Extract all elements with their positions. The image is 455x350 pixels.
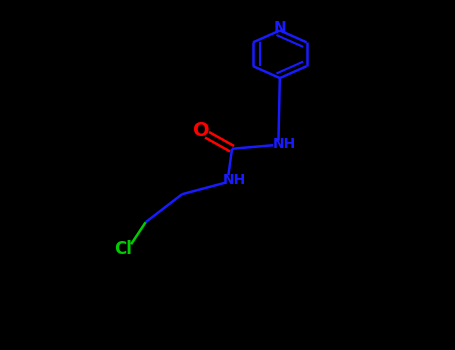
Text: NH: NH [223, 173, 247, 187]
Text: Cl: Cl [114, 239, 132, 258]
Text: NH: NH [273, 136, 297, 150]
Text: N: N [273, 21, 286, 36]
Text: O: O [193, 121, 210, 140]
